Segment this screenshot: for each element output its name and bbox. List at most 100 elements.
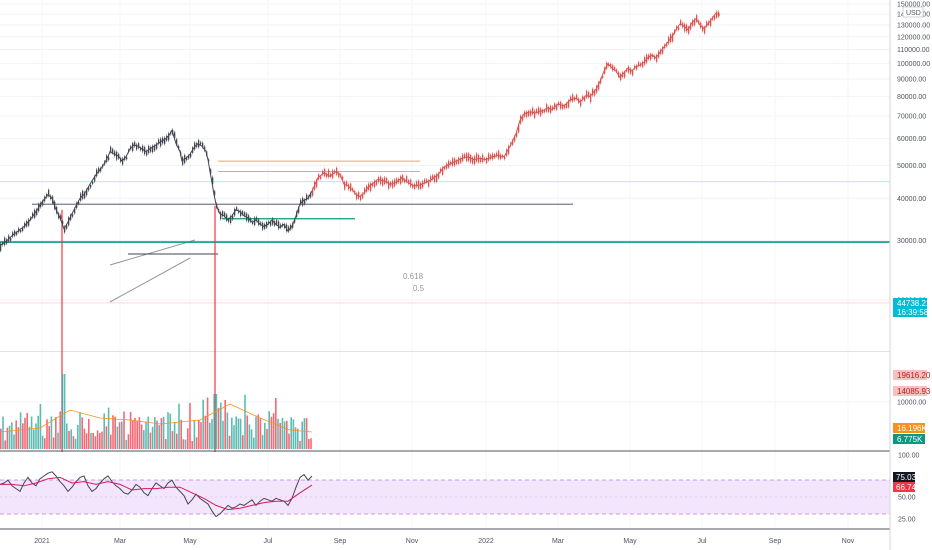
candle-body bbox=[164, 137, 166, 144]
candle-body bbox=[204, 146, 206, 151]
volume-bar bbox=[156, 420, 158, 449]
currency-box[interactable] bbox=[902, 6, 924, 18]
volume-bar bbox=[206, 397, 209, 449]
candle-body bbox=[624, 71, 626, 78]
candle-body bbox=[346, 181, 348, 186]
candle-body bbox=[384, 177, 386, 184]
candle-body bbox=[632, 70, 634, 76]
candle-body bbox=[4, 237, 6, 246]
volume-bar bbox=[235, 416, 237, 449]
candle-body bbox=[42, 200, 44, 206]
candle-body bbox=[82, 190, 84, 199]
volume-bar bbox=[140, 424, 143, 449]
candle-body bbox=[122, 158, 124, 165]
volume-bar bbox=[220, 402, 222, 449]
price-tag-box bbox=[893, 386, 927, 396]
wedge-upper-line[interactable] bbox=[109, 239, 196, 266]
candle-body bbox=[16, 232, 18, 235]
candle-body bbox=[20, 229, 22, 233]
candle-body bbox=[638, 62, 640, 66]
rsi-tick-label: 100.00 bbox=[898, 453, 920, 460]
volume-bar bbox=[305, 418, 308, 449]
volume-tag-label: 16.196K bbox=[897, 424, 927, 433]
candle-body bbox=[94, 176, 96, 182]
price-tick-label: 100000.00 bbox=[897, 61, 930, 68]
volume-bar bbox=[127, 434, 130, 449]
candle-body bbox=[12, 232, 14, 237]
candle-body bbox=[210, 169, 212, 174]
candle-body bbox=[322, 170, 324, 175]
candle-body bbox=[202, 142, 204, 148]
wedge-lower-line[interactable] bbox=[109, 257, 191, 303]
volume-bar bbox=[167, 412, 169, 449]
candle-body bbox=[678, 27, 680, 30]
candle-body bbox=[342, 176, 344, 180]
candle-body bbox=[310, 192, 312, 198]
candle-body bbox=[276, 220, 278, 225]
candle-body bbox=[270, 221, 272, 226]
price-tag-label: 44738.21 bbox=[897, 299, 931, 308]
volume-bar bbox=[37, 415, 39, 449]
candle-body bbox=[432, 175, 434, 180]
candle-body bbox=[568, 100, 570, 108]
candle-body bbox=[304, 199, 306, 205]
volume-bars bbox=[0, 374, 313, 449]
volume-bar bbox=[17, 427, 20, 449]
volume-bar bbox=[292, 419, 295, 449]
candle-body bbox=[508, 145, 510, 154]
candle-body bbox=[626, 69, 628, 72]
candle-body bbox=[174, 132, 176, 139]
candle-body bbox=[542, 109, 544, 114]
volume-bar bbox=[55, 417, 57, 449]
candle-body bbox=[236, 207, 238, 210]
price-tick-label: 60000.00 bbox=[897, 136, 926, 143]
candle-body bbox=[188, 155, 190, 159]
trend-drawings[interactable] bbox=[109, 239, 218, 303]
candle-body bbox=[486, 158, 488, 163]
volume-bar bbox=[215, 394, 218, 449]
volume-bar bbox=[253, 437, 255, 449]
candle-body bbox=[680, 20, 682, 25]
candle-body bbox=[294, 219, 296, 223]
volume-bar bbox=[180, 419, 182, 449]
candle-body bbox=[592, 88, 594, 96]
price-tag-box bbox=[893, 370, 927, 380]
candle-body bbox=[220, 212, 222, 220]
price-tag-box bbox=[893, 298, 927, 308]
volume-bar bbox=[85, 433, 88, 449]
candle-body bbox=[464, 154, 466, 158]
price-tag-label: 16:39:58 bbox=[897, 308, 929, 317]
volume-bar bbox=[242, 435, 244, 449]
time-axis[interactable]: 2021 Mar May Jul Sep Nov 2022 Mar May Jul Sep Nov bbox=[34, 538, 855, 545]
volume-bar bbox=[264, 422, 266, 449]
volume-bar bbox=[92, 432, 94, 449]
candle-body bbox=[480, 157, 482, 163]
volume-bar bbox=[286, 420, 288, 449]
volume-bar bbox=[61, 374, 64, 449]
candle-body bbox=[408, 180, 410, 184]
volume-bar bbox=[228, 435, 231, 449]
candle-body bbox=[356, 193, 358, 200]
volume-bar bbox=[50, 416, 53, 449]
candle-body bbox=[372, 182, 374, 187]
candle-body bbox=[0, 243, 2, 251]
volume-bar bbox=[171, 431, 174, 449]
candle-body bbox=[154, 145, 156, 151]
candle-body bbox=[588, 92, 590, 98]
candle-body bbox=[62, 221, 64, 225]
candle-body bbox=[716, 11, 718, 18]
price-tick-label: 30000.00 bbox=[897, 238, 926, 245]
projected-price-path bbox=[311, 12, 721, 197]
volume-bar bbox=[246, 415, 248, 449]
candle-body bbox=[696, 15, 698, 22]
candle-body bbox=[498, 150, 500, 159]
candle-body bbox=[142, 145, 144, 152]
candle-body bbox=[444, 167, 446, 170]
candle-body bbox=[650, 53, 652, 60]
candle-body bbox=[244, 212, 246, 217]
candle-body bbox=[536, 109, 538, 114]
candle-body bbox=[690, 23, 692, 30]
volume-bar bbox=[195, 437, 198, 449]
volume-bar bbox=[6, 427, 9, 449]
